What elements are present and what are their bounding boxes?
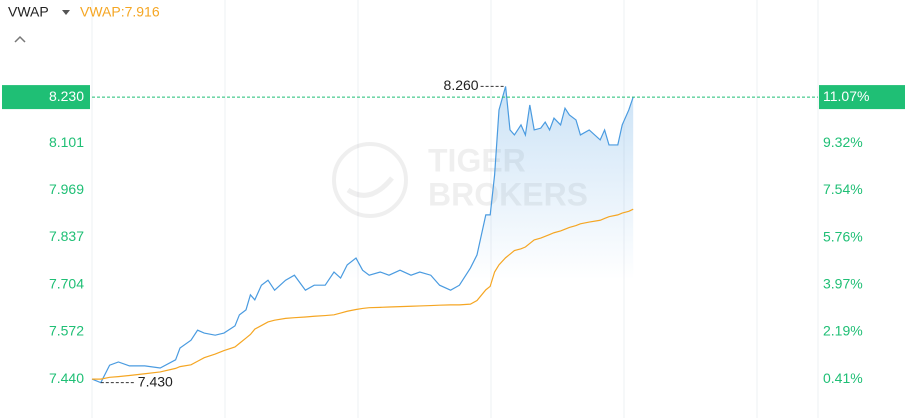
y2-tick-label: 0.41% xyxy=(823,370,863,386)
dropdown-caret[interactable] xyxy=(62,10,70,15)
last-change-label: 11.07% xyxy=(823,88,869,104)
indicator-select[interactable]: VWAP xyxy=(8,4,49,20)
y2-tick-label: 3.97% xyxy=(823,276,863,292)
price-line xyxy=(91,86,634,384)
y-tick-label: 7.837 xyxy=(49,228,84,244)
y-tick-label: 8.101 xyxy=(49,134,84,150)
low-label: 7.430 xyxy=(138,373,173,389)
indicator-value: VWAP:7.916 xyxy=(80,4,160,20)
y-tick-label: 7.440 xyxy=(49,370,84,386)
y-tick-label: 7.704 xyxy=(49,276,84,292)
y-tick-label: 7.969 xyxy=(49,181,84,197)
watermark-logo xyxy=(332,142,408,218)
last-price-tag xyxy=(2,85,90,110)
last-change-tag xyxy=(819,85,905,110)
y2-tick-label: 9.32% xyxy=(823,134,863,150)
last-price-label: 8.230 xyxy=(49,88,84,104)
y2-tick-label: 5.76% xyxy=(823,228,863,244)
y-tick-label: 7.572 xyxy=(49,323,84,339)
y2-tick-label: 2.19% xyxy=(823,323,863,339)
collapse-icon[interactable] xyxy=(14,35,26,43)
high-label: 8.260 xyxy=(444,77,479,93)
watermark-logo xyxy=(346,176,394,198)
vwap-line xyxy=(92,208,634,380)
y2-tick-label: 7.54% xyxy=(823,181,863,197)
price-area xyxy=(92,86,634,418)
